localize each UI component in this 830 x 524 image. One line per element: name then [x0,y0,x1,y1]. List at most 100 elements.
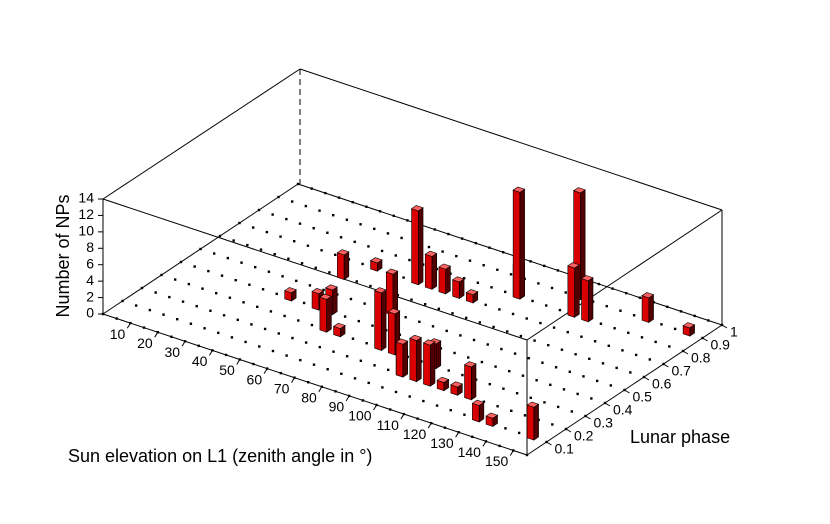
floor-dot [490,286,493,289]
floor-dot [339,236,343,239]
floor-dot [230,336,234,339]
floor-dot [478,321,482,324]
y-tick [721,324,728,329]
bar-left [319,296,327,333]
floor-dot [371,324,374,327]
floor-dot [367,381,370,385]
floor-dot [318,209,321,212]
z-tick-label: 12 [78,206,94,222]
floor-dot [463,413,466,416]
floor-dot [570,410,574,413]
bar-top [465,289,479,296]
floor-dot [437,307,441,310]
y-tick [663,363,669,368]
bar-top [284,287,297,294]
floor-dot [232,239,235,242]
floor-dot [259,248,263,251]
floor-dot [337,196,341,199]
floor-dot [619,309,622,312]
floor-dot [460,237,464,240]
floor-dot [550,286,554,290]
bar-top [512,186,526,193]
floor-dot [359,359,363,362]
floor-dot [509,273,513,276]
bar-right [533,403,539,441]
floor-dot [431,325,435,328]
y-tick [565,428,572,433]
floor-dot [324,191,327,195]
floor-dot [312,363,316,366]
floor-dot [433,228,436,231]
floor-dot [590,397,593,400]
floor-dot [320,249,323,252]
floor-dot [402,276,405,279]
bar-top [463,361,477,368]
x-tick-label: 90 [329,399,345,415]
x-tick-label: 130 [430,435,454,451]
x-tick [455,432,460,438]
z-tick-label: 0 [86,305,94,321]
floor-dot [613,327,616,330]
floor-dot [556,269,560,272]
floor-dot [246,243,249,247]
floor-dot [386,368,390,372]
floor-dot [638,296,642,299]
z-tick-label: 14 [78,190,94,206]
bar-top [395,338,409,345]
floor-dot [488,382,491,386]
floor-dot [207,269,210,273]
floor-dot [627,331,630,335]
floor-dot [542,264,546,268]
floor-dot [265,230,269,234]
floor-dot [351,337,355,340]
floor-dot [511,312,515,316]
bar-top [572,187,586,194]
floor-dot [392,214,395,218]
floor-dot [467,356,470,359]
floor-dot [605,304,608,308]
y-tick-label: 0.9 [711,337,731,353]
bar-top [373,287,387,294]
y-tick [643,376,650,381]
floor-dot [500,347,503,351]
bar-top [567,262,580,269]
floor-dot [381,386,384,389]
floor-dot [121,299,124,303]
bar-right [332,286,338,316]
floor-dot [459,334,462,337]
floor-dot [154,291,157,294]
floor-dot [447,232,450,236]
floor-dot [406,219,409,222]
floor-dot [363,302,366,305]
floor-dot [545,304,548,307]
bar-left [409,337,417,383]
floor-dot [251,226,255,229]
floor-dot [422,399,425,403]
floor-dot [215,291,218,295]
x-tick-label: 50 [219,362,235,378]
floor-dot [173,278,177,281]
floor-dot [582,375,585,378]
floor-dot [257,208,261,212]
y-tick [546,441,552,446]
floor-dot [248,283,251,286]
y-tick [682,350,689,355]
floor-dot [539,321,542,325]
x-tick [208,350,213,356]
bar-top [526,401,540,408]
floor-dot [328,271,331,274]
floor-dot [535,379,538,382]
floor-dot [160,273,163,277]
bar-top [311,288,325,295]
floor-dot [521,374,525,377]
floor-dot [474,241,478,245]
y-tick [702,337,708,342]
floor-dot [615,366,618,370]
x-tick [126,322,131,329]
floor-dot [287,257,290,260]
floor-dot [543,401,546,404]
bar-left [464,364,472,401]
floor-dot [599,322,603,325]
bar-top [369,257,383,264]
floor-dot [496,405,499,408]
